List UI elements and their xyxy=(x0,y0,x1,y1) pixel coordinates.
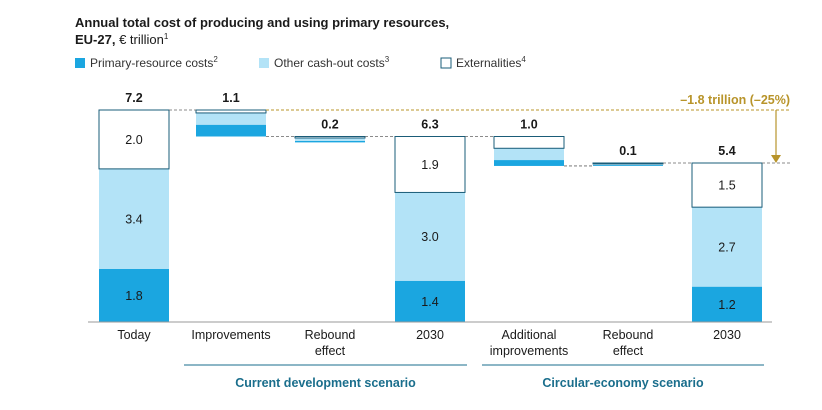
legend-label-1: Other cash-out costs3 xyxy=(274,55,390,70)
bar-0-other xyxy=(99,168,169,269)
connectors-group xyxy=(169,109,692,167)
legend: Primary-resource costs2 Other cash-out co… xyxy=(75,55,526,70)
bar-1-total-label: 1.1 xyxy=(222,91,239,105)
bar-6-other xyxy=(692,207,762,287)
legend-swatch-1 xyxy=(259,58,269,68)
bar-4-external xyxy=(493,136,565,149)
bar-4-primary xyxy=(494,160,564,166)
bar-5-external xyxy=(592,162,664,165)
scenario-label-1: Circular-economy scenario xyxy=(542,376,704,390)
scenarios-group: Current development scenario Circular-eco… xyxy=(184,364,764,390)
category-label-6: 2030 xyxy=(713,328,741,342)
bar-3-primary xyxy=(395,280,465,322)
bar-2-total-label: 0.2 xyxy=(321,118,338,132)
bar-4-other xyxy=(494,148,564,161)
bar-1-primary xyxy=(196,124,266,137)
bar-0-total-label: 7.2 xyxy=(125,91,142,105)
bar-4-total-label: 1.0 xyxy=(520,118,537,132)
bar-6-primary xyxy=(692,286,762,322)
legend-swatch-0 xyxy=(75,58,85,68)
category-label-3: 2030 xyxy=(416,328,444,342)
bar-5-other xyxy=(593,163,663,166)
bar-5-total-label: 0.1 xyxy=(619,144,636,158)
bar-2-external xyxy=(294,136,366,139)
bar-3-external xyxy=(394,136,466,193)
category-label-2: Rebound effect xyxy=(305,328,356,358)
bars-group xyxy=(88,109,772,323)
bar-3-total-label: 6.3 xyxy=(421,118,438,132)
legend-label-2: Externalities4 xyxy=(456,55,526,70)
chart-title-unit: € trillion xyxy=(115,32,163,47)
legend-swatch-2 xyxy=(440,57,452,69)
bar-3-other xyxy=(395,192,465,281)
scenario-label-0: Current development scenario xyxy=(235,376,416,390)
bar-0-primary xyxy=(99,269,169,322)
bar-0-primary-label: 1.8 xyxy=(125,289,142,303)
category-label-5: Rebound effect xyxy=(603,328,654,358)
category-label-0: Today xyxy=(117,328,151,342)
chart-title-footnote: 1 xyxy=(164,32,169,41)
bar-1-other xyxy=(196,112,266,125)
bar-3-primary-label: 1.4 xyxy=(421,295,438,309)
bar-0-external-label: 2.0 xyxy=(125,133,142,147)
bar-6-other-label: 2.7 xyxy=(718,240,735,254)
bar-2-other xyxy=(295,137,365,141)
bar-1-external xyxy=(195,109,267,114)
callout-arrow-head xyxy=(771,155,781,163)
chart-title-line2: EU-27, € trillion1 xyxy=(75,32,169,47)
bar-2-primary xyxy=(295,140,365,143)
callout-group: –1.8 trillion (–25%) xyxy=(266,93,790,164)
bar-6-external-label: 1.5 xyxy=(718,179,735,193)
category-label-1: Improvements xyxy=(191,328,270,342)
bar-0-external xyxy=(98,109,170,170)
bar-6-primary-label: 1.2 xyxy=(718,298,735,312)
bar-3-other-label: 3.0 xyxy=(421,230,438,244)
bar-0-other-label: 3.4 xyxy=(125,212,142,226)
legend-label-0: Primary-resource costs2 xyxy=(90,55,218,70)
chart-title-line1: Annual total cost of producing and using… xyxy=(75,15,449,30)
bar-3-external-label: 1.9 xyxy=(421,158,438,172)
bar-6-external xyxy=(691,162,763,208)
bar-5-primary xyxy=(593,165,663,166)
category-label-4: Additional improvements xyxy=(490,328,569,358)
labels-group: 1.8 3.4 2.0 7.2 Today 1.1 Improvements 0.2 Rebou… xyxy=(117,91,741,358)
chart-title-region: EU-27, xyxy=(75,32,115,47)
bar-6-total-label: 5.4 xyxy=(718,144,735,158)
callout-label: –1.8 trillion (–25%) xyxy=(680,93,790,107)
